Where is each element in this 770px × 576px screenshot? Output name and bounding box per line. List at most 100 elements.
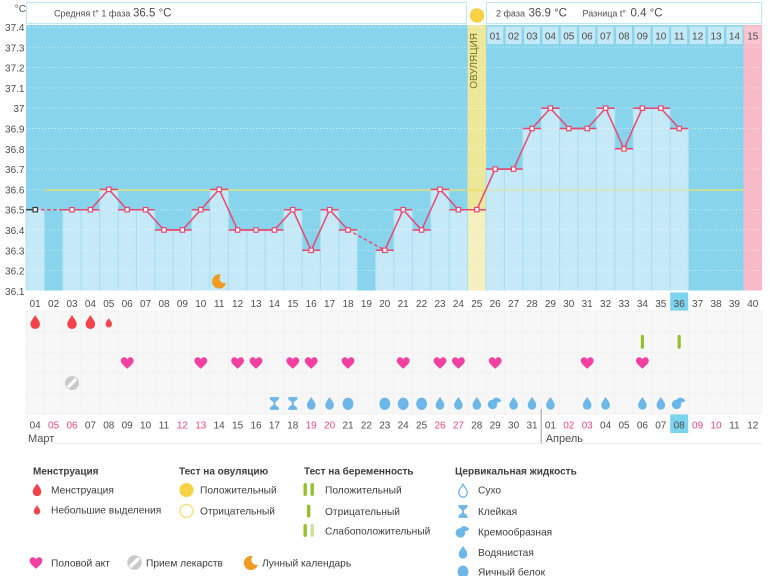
svg-text:Март: Март xyxy=(28,433,54,445)
svg-text:Положительный: Положительный xyxy=(200,486,277,497)
svg-text:30: 30 xyxy=(508,421,520,432)
svg-text:02: 02 xyxy=(563,421,575,432)
svg-text:05: 05 xyxy=(103,299,115,310)
svg-text:32: 32 xyxy=(600,299,612,310)
svg-text:Менструация: Менструация xyxy=(51,486,114,497)
svg-text:09: 09 xyxy=(122,421,134,432)
svg-text:24: 24 xyxy=(453,299,465,310)
svg-text:26: 26 xyxy=(490,299,502,310)
svg-text:28: 28 xyxy=(526,299,538,310)
svg-text:0.4 °С: 0.4 °С xyxy=(631,8,663,20)
svg-text:01: 01 xyxy=(545,421,557,432)
svg-text:Сухо: Сухо xyxy=(478,486,501,497)
svg-text:09: 09 xyxy=(692,421,704,432)
svg-text:12: 12 xyxy=(232,299,244,310)
svg-text:Небольшие выделения: Небольшие выделения xyxy=(51,505,161,517)
svg-text:15: 15 xyxy=(287,299,299,310)
svg-text:01: 01 xyxy=(490,32,502,43)
svg-text:07: 07 xyxy=(655,421,667,432)
svg-text:19: 19 xyxy=(361,299,373,310)
svg-text:10: 10 xyxy=(140,421,152,432)
svg-text:08: 08 xyxy=(103,421,115,432)
svg-text:16: 16 xyxy=(250,421,262,432)
svg-text:04: 04 xyxy=(85,299,97,310)
svg-text:37: 37 xyxy=(13,104,25,115)
svg-text:12: 12 xyxy=(747,421,759,432)
svg-text:11: 11 xyxy=(674,32,685,43)
svg-text:36.9: 36.9 xyxy=(5,125,25,136)
svg-text:Клейкая: Клейкая xyxy=(478,507,517,518)
svg-text:30: 30 xyxy=(563,299,575,310)
svg-text:03: 03 xyxy=(526,32,538,43)
svg-text:07: 07 xyxy=(85,421,97,432)
svg-text:17: 17 xyxy=(269,421,281,432)
svg-text:13: 13 xyxy=(250,299,262,310)
svg-text:06: 06 xyxy=(122,299,134,310)
svg-text:31: 31 xyxy=(582,299,594,310)
svg-text:16: 16 xyxy=(306,299,318,310)
svg-text:°С: °С xyxy=(15,4,26,15)
svg-text:26: 26 xyxy=(434,421,446,432)
svg-text:ОВУЛЯЦИЯ: ОВУЛЯЦИЯ xyxy=(469,33,480,89)
svg-text:38: 38 xyxy=(710,299,722,310)
svg-text:12: 12 xyxy=(177,421,189,432)
svg-text:37.3: 37.3 xyxy=(5,43,25,54)
svg-text:09: 09 xyxy=(637,32,649,43)
svg-text:Положительный: Положительный xyxy=(325,486,402,497)
svg-text:Водянистая: Водянистая xyxy=(478,548,534,559)
svg-text:Менструация: Менструация xyxy=(33,467,99,478)
svg-text:23: 23 xyxy=(379,421,391,432)
svg-text:36.5: 36.5 xyxy=(5,206,25,217)
svg-text:20: 20 xyxy=(379,299,391,310)
svg-text:05: 05 xyxy=(48,421,60,432)
svg-text:39: 39 xyxy=(729,299,741,310)
svg-text:31: 31 xyxy=(526,421,538,432)
svg-text:27: 27 xyxy=(508,299,520,310)
svg-text:15: 15 xyxy=(232,421,244,432)
svg-text:24: 24 xyxy=(398,421,410,432)
svg-text:23: 23 xyxy=(434,299,446,310)
svg-text:Разница t°: Разница t° xyxy=(583,9,627,19)
svg-text:13: 13 xyxy=(710,32,722,43)
svg-text:03: 03 xyxy=(66,299,78,310)
svg-text:07: 07 xyxy=(600,32,612,43)
svg-text:25: 25 xyxy=(416,421,428,432)
svg-text:21: 21 xyxy=(342,421,354,432)
svg-text:10: 10 xyxy=(710,421,722,432)
svg-text:04: 04 xyxy=(545,32,557,43)
svg-text:17: 17 xyxy=(324,299,336,310)
svg-text:Лунный календарь: Лунный календарь xyxy=(262,559,351,570)
svg-text:Тест на овуляцию: Тест на овуляцию xyxy=(179,467,269,478)
svg-text:18: 18 xyxy=(287,421,299,432)
svg-text:04: 04 xyxy=(600,421,612,432)
svg-text:19: 19 xyxy=(306,421,318,432)
svg-text:10: 10 xyxy=(195,299,207,310)
svg-text:Средняя t° 1 фаза: Средняя t° 1 фаза xyxy=(54,9,130,19)
svg-text:06: 06 xyxy=(66,421,78,432)
svg-text:08: 08 xyxy=(674,421,686,432)
svg-text:37.2: 37.2 xyxy=(5,64,25,75)
svg-text:37.1: 37.1 xyxy=(5,84,25,95)
svg-text:33: 33 xyxy=(618,299,630,310)
svg-text:Тест на беременность: Тест на беременность xyxy=(304,466,414,478)
svg-text:06: 06 xyxy=(637,421,649,432)
svg-text:37.4: 37.4 xyxy=(5,23,25,34)
svg-text:36.1: 36.1 xyxy=(5,287,25,298)
svg-text:14: 14 xyxy=(214,421,226,432)
svg-text:02: 02 xyxy=(48,299,60,310)
svg-text:Отрицательный: Отрицательный xyxy=(200,507,275,518)
svg-text:01: 01 xyxy=(30,299,42,310)
svg-text:22: 22 xyxy=(416,299,428,310)
svg-text:2 фаза: 2 фаза xyxy=(496,9,525,19)
svg-text:14: 14 xyxy=(729,32,741,43)
svg-text:36.2: 36.2 xyxy=(5,267,25,278)
svg-text:40: 40 xyxy=(747,299,759,310)
svg-text:Апрель: Апрель xyxy=(546,433,584,445)
svg-text:29: 29 xyxy=(545,299,557,310)
svg-text:14: 14 xyxy=(269,299,281,310)
svg-text:37: 37 xyxy=(692,299,704,310)
svg-text:Прием лекарств: Прием лекарств xyxy=(146,559,223,570)
svg-text:36.5 °С: 36.5 °С xyxy=(133,8,171,20)
svg-text:08: 08 xyxy=(618,32,630,43)
svg-text:05: 05 xyxy=(618,421,630,432)
